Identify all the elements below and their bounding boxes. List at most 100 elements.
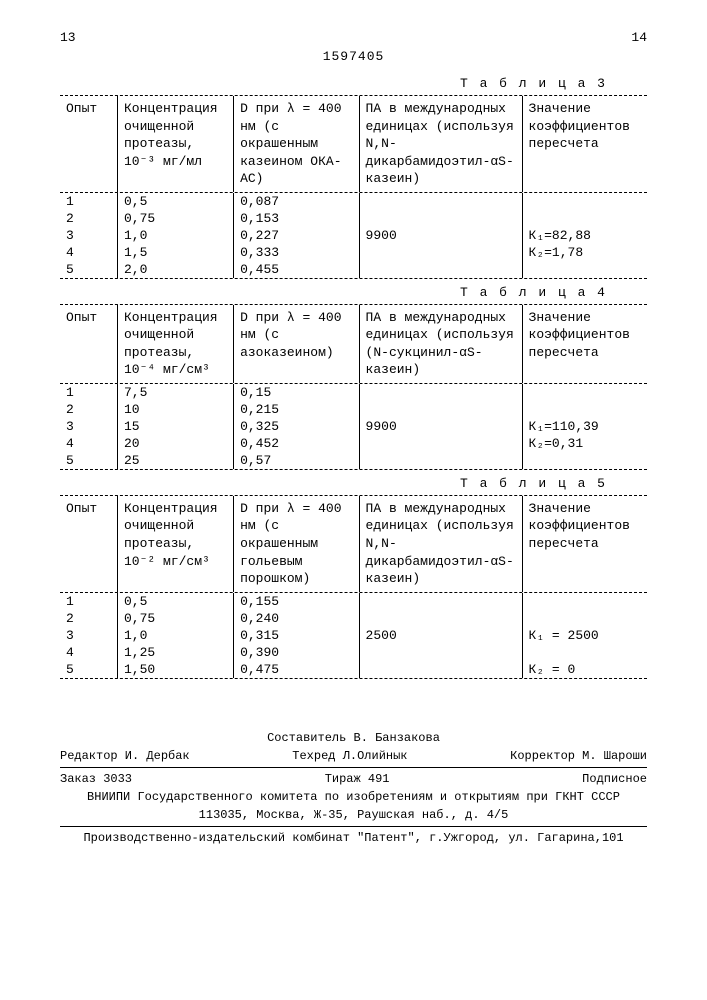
- order: Заказ 3033: [60, 772, 132, 786]
- table-cell: 0,087: [234, 193, 359, 210]
- compiler: Составитель В. Банзакова: [60, 729, 647, 747]
- table-cell: 20: [118, 435, 234, 452]
- column-header: D при λ = 400 нм (с окрашенным казеином …: [234, 96, 359, 192]
- table-cell: [360, 210, 523, 227]
- table-cell: 0,452: [234, 435, 359, 452]
- table-row: 2100,215: [60, 401, 647, 418]
- table-row: 3150,3259900К₁=110,39: [60, 418, 647, 435]
- table-cell: [523, 384, 647, 401]
- table-row: 31,00,3152500К₁ = 2500: [60, 627, 647, 644]
- table-cell: [523, 261, 647, 278]
- column-header: Опыт: [60, 305, 118, 383]
- column-header: Значение коэффициентов пересчета: [523, 496, 647, 592]
- data-table: ОпытКонцентрация очищенной протеазы, 10⁻…: [60, 495, 647, 679]
- table-row: 52,00,455: [60, 261, 647, 278]
- column-header: Концентрация очищенной протеазы, 10⁻² мг…: [118, 496, 234, 592]
- column-header: ПА в международных единицах (используя N…: [360, 496, 523, 592]
- table-cell: 0,240: [234, 610, 359, 627]
- table-cell: 1,0: [118, 627, 234, 644]
- table-cell: [360, 401, 523, 418]
- table-cell: [360, 661, 523, 678]
- techred: Техред Л.Олийнык: [292, 749, 407, 763]
- table-cell: 4: [60, 244, 118, 261]
- table-cell: 10: [118, 401, 234, 418]
- table-cell: [360, 610, 523, 627]
- table-row: 20,750,240: [60, 610, 647, 627]
- corrector: Корректор М. Шароши: [510, 749, 647, 763]
- table-row: 31,00,2279900К₁=82,88: [60, 227, 647, 244]
- table-title: Т а б л и ц а 3: [60, 76, 607, 91]
- table-cell: 0,333: [234, 244, 359, 261]
- column-header: ПА в международных единицах (используя N…: [360, 96, 523, 192]
- column-header: Значение коэффициентов пересчета: [523, 305, 647, 383]
- table-cell: [360, 261, 523, 278]
- table-cell: 0,325: [234, 418, 359, 435]
- table-cell: [523, 401, 647, 418]
- table-cell: 0,390: [234, 644, 359, 661]
- table-cell: 0,57: [234, 452, 359, 469]
- table-cell: 1: [60, 384, 118, 401]
- table-row: 4200,452 К₂=0,31: [60, 435, 647, 452]
- table-cell: 2: [60, 210, 118, 227]
- table-row: 10,50,087: [60, 193, 647, 210]
- table-row: 41,250,390: [60, 644, 647, 661]
- table-cell: 9900: [360, 418, 523, 435]
- table-cell: 4: [60, 644, 118, 661]
- page-left: 13: [60, 30, 76, 45]
- column-header: Концентрация очищенной протеазы, 10⁻³ мг…: [118, 96, 234, 192]
- table-title: Т а б л и ц а 5: [60, 476, 607, 491]
- table-cell: 0,5: [118, 593, 234, 610]
- column-header: Опыт: [60, 496, 118, 592]
- table-title: Т а б л и ц а 4: [60, 285, 607, 300]
- table-row: 5250,57: [60, 452, 647, 469]
- table-cell: 0,455: [234, 261, 359, 278]
- table-cell: [523, 644, 647, 661]
- table-cell: 3: [60, 627, 118, 644]
- table-cell: 1,0: [118, 227, 234, 244]
- column-header: ПА в международных единицах (используя (…: [360, 305, 523, 383]
- table-cell: 0,315: [234, 627, 359, 644]
- footer: Составитель В. Банзакова Редактор И. Дер…: [60, 729, 647, 847]
- table-cell: 9900: [360, 227, 523, 244]
- table-cell: 0,75: [118, 610, 234, 627]
- editor: Редактор И. Дербак: [60, 749, 190, 763]
- table-row: 10,50,155: [60, 593, 647, 610]
- table-cell: 0,5: [118, 193, 234, 210]
- podpisnoe: Подписное: [582, 772, 647, 786]
- table-cell: [360, 384, 523, 401]
- table-cell: [360, 452, 523, 469]
- table-cell: [360, 435, 523, 452]
- table-row: 17,50,15: [60, 384, 647, 401]
- table-cell: 3: [60, 418, 118, 435]
- table-cell: 5: [60, 661, 118, 678]
- doc-number: 1597405: [60, 49, 647, 64]
- table-row: 20,750,153: [60, 210, 647, 227]
- table-cell: 15: [118, 418, 234, 435]
- table-cell: 25: [118, 452, 234, 469]
- table-cell: [360, 244, 523, 261]
- table-cell: К₂=1,78: [523, 244, 647, 261]
- table-cell: 7,5: [118, 384, 234, 401]
- column-header: Значение коэффициентов пересчета: [523, 96, 647, 192]
- table-cell: 3: [60, 227, 118, 244]
- table-cell: К₁=110,39: [523, 418, 647, 435]
- table-row: 41,50,333К₂=1,78: [60, 244, 647, 261]
- column-header: Концентрация очищенной протеазы, 10⁻⁴ мг…: [118, 305, 234, 383]
- table-cell: [523, 452, 647, 469]
- table-cell: 4: [60, 435, 118, 452]
- data-table: ОпытКонцентрация очищенной протеазы, 10⁻…: [60, 304, 647, 470]
- table-cell: 1: [60, 193, 118, 210]
- table-cell: К₁=82,88: [523, 227, 647, 244]
- table-cell: 2,0: [118, 261, 234, 278]
- tirazh: Тираж 491: [325, 772, 390, 786]
- table-cell: 5: [60, 452, 118, 469]
- table-cell: К₂=0,31: [523, 435, 647, 452]
- table-row: 51,500,475К₂ = 0: [60, 661, 647, 678]
- table-cell: [523, 210, 647, 227]
- column-header: D при λ = 400 нм (с окрашенным гольевым …: [234, 496, 359, 592]
- table-cell: [360, 193, 523, 210]
- table-cell: [360, 593, 523, 610]
- table-cell: [360, 644, 523, 661]
- table-cell: 0,75: [118, 210, 234, 227]
- table-cell: 5: [60, 261, 118, 278]
